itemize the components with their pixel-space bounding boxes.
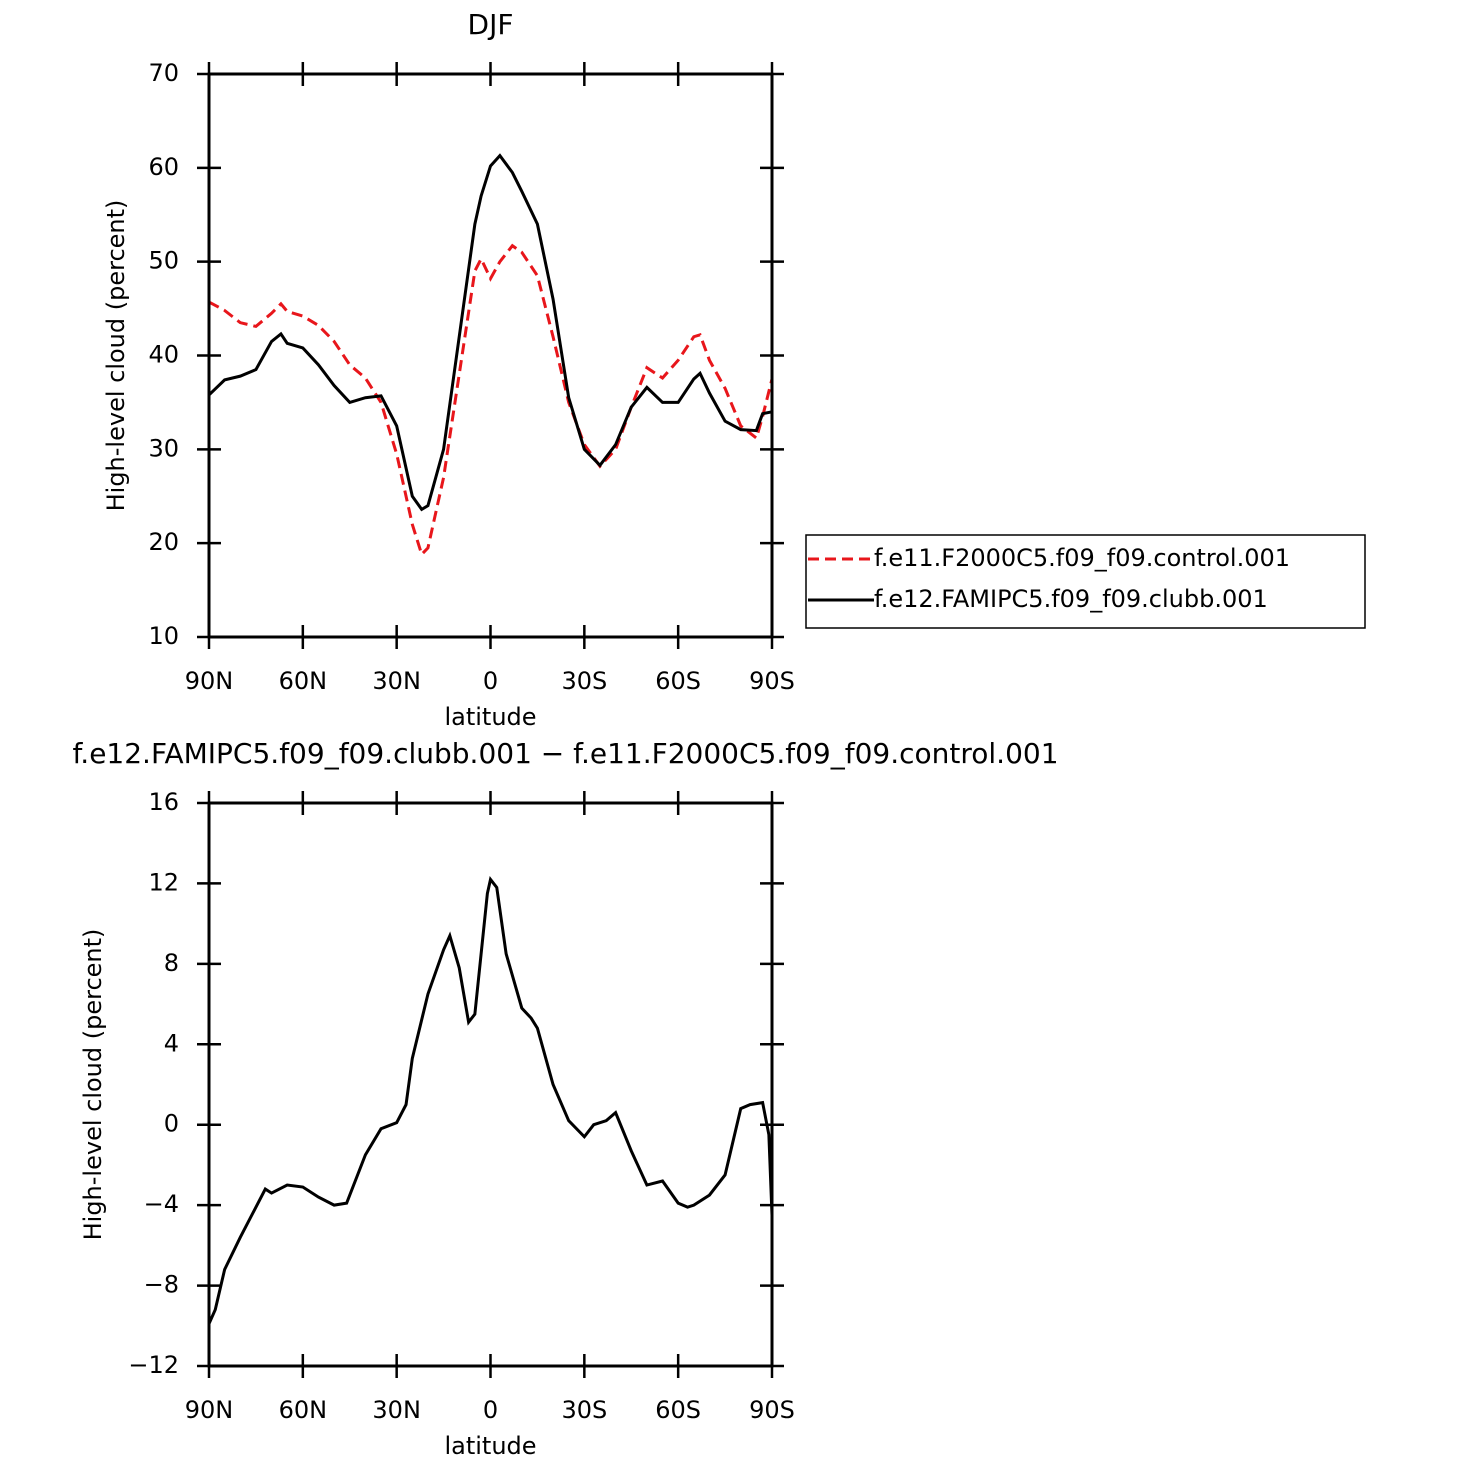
x-tick-label: 90S (749, 667, 795, 695)
x-tick-label: 60N (279, 1396, 328, 1424)
x-tick-label: 30N (372, 1396, 421, 1424)
plot-frame (207, 72, 774, 639)
x-tick-label: 60N (279, 667, 328, 695)
y-tick-label: 50 (148, 247, 179, 275)
y-tick-label: 10 (148, 622, 179, 650)
x-tick-label: 90N (185, 667, 234, 695)
y-tick-label: 4 (164, 1029, 179, 1057)
y-tick-label: −4 (144, 1190, 179, 1218)
y-tick-label: 20 (148, 528, 179, 556)
series-line (207, 153, 773, 512)
x-axis-title: latitude (444, 1432, 536, 1460)
x-tick-label: 30S (561, 1396, 607, 1424)
y-tick-label: 16 (148, 788, 179, 816)
legend-box (805, 534, 1366, 629)
chart-title: DJF (468, 8, 514, 41)
legend-label: f.e11.F2000C5.f09_f09.control.001 (874, 544, 1290, 572)
y-tick-label: 60 (148, 153, 179, 181)
x-tick-label: 30N (372, 667, 421, 695)
x-tick-label: 30S (561, 667, 607, 695)
y-tick-label: 70 (148, 59, 179, 87)
x-axis-title: latitude (444, 703, 536, 731)
y-axis-title: High-level cloud (percent) (102, 200, 130, 512)
legend-label: f.e12.FAMIPC5.f09_f09.clubb.001 (874, 585, 1268, 613)
y-tick-label: 40 (148, 341, 179, 369)
y-tick-label: 12 (148, 868, 179, 896)
y-tick-label: 8 (164, 949, 179, 977)
x-tick-label: 0 (483, 1396, 498, 1424)
x-tick-label: 90S (749, 1396, 795, 1424)
x-tick-label: 90N (185, 1396, 234, 1424)
x-tick-label: 60S (655, 667, 701, 695)
chart-title: f.e12.FAMIPC5.f09_f09.clubb.001 − f.e11.… (72, 737, 1058, 770)
y-tick-label: 30 (148, 434, 179, 462)
x-tick-label: 0 (483, 667, 498, 695)
y-axis-title: High-level cloud (percent) (79, 929, 107, 1241)
x-tick-label: 60S (655, 1396, 701, 1424)
series-line (207, 875, 774, 1325)
y-tick-label: 0 (164, 1110, 179, 1138)
y-tick-label: −8 (144, 1271, 179, 1299)
series-line (208, 243, 774, 558)
plot-frame (207, 801, 774, 1368)
y-tick-label: −12 (128, 1351, 179, 1379)
